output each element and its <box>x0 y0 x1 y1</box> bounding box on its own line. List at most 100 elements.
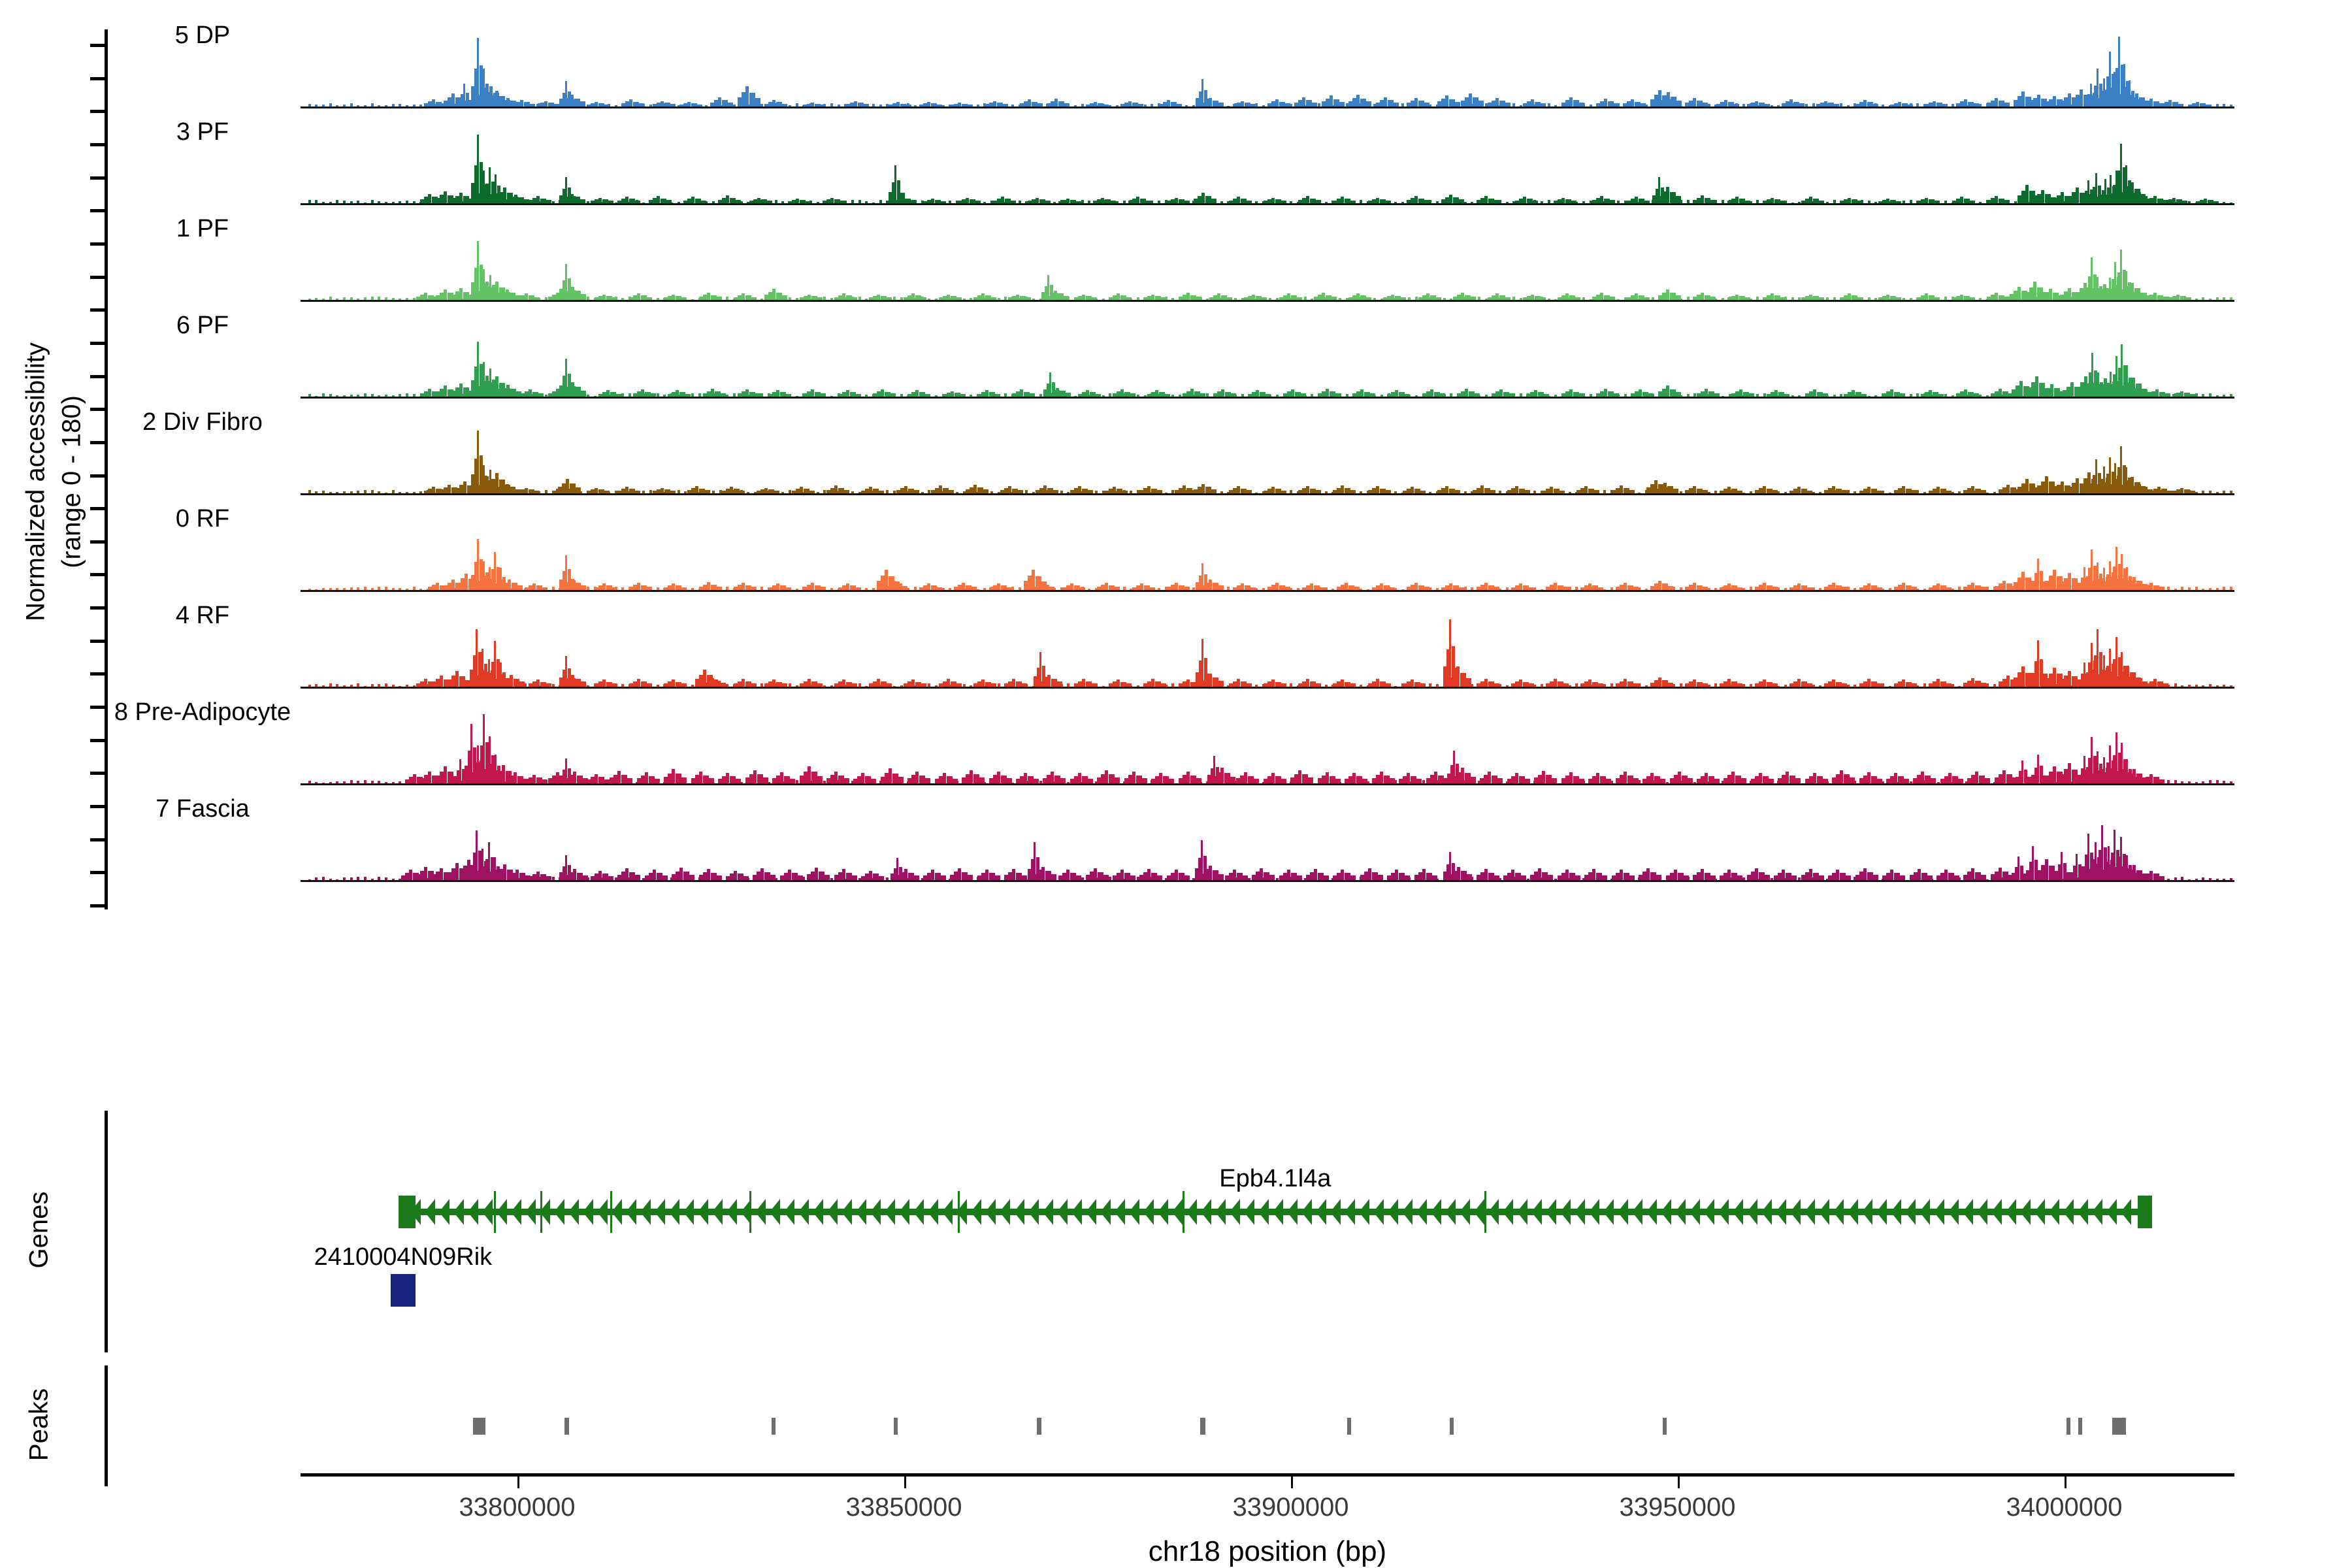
signal-bar <box>1561 587 1569 590</box>
signal-bar <box>1085 390 1089 397</box>
y-axis-tick <box>90 76 106 80</box>
signal-bar <box>1665 289 1669 300</box>
signal-bar <box>357 298 360 300</box>
signal-bar <box>1136 489 1139 493</box>
signal-bar <box>889 393 896 397</box>
signal-bar <box>1262 683 1265 687</box>
signal-bar <box>1990 100 1995 106</box>
signal-bar <box>834 485 838 493</box>
signal-bar <box>1407 489 1412 493</box>
signal-bar <box>629 393 632 397</box>
signal-bar <box>2052 487 2059 493</box>
signal-bar <box>1820 393 1828 397</box>
signal-bar <box>1944 200 1947 203</box>
signal-bar <box>1971 393 1979 397</box>
signal-bar <box>830 588 834 590</box>
signal-bar <box>610 777 616 783</box>
signal-bar <box>819 105 826 106</box>
signal-bar <box>1701 293 1705 300</box>
signal-bar <box>563 390 570 397</box>
signal-bar <box>329 201 332 203</box>
signal-bar <box>1190 681 1196 687</box>
signal-bar <box>1812 685 1815 687</box>
signal-bar <box>962 583 966 590</box>
signal-bar <box>1275 199 1281 203</box>
signal-bar <box>904 297 910 300</box>
signal-bar <box>1705 295 1711 300</box>
signal-bar <box>679 104 685 106</box>
signal-bar <box>710 584 717 590</box>
signal-bar <box>563 293 570 300</box>
signal-bar <box>505 289 509 300</box>
signal-bar <box>2127 383 2132 397</box>
signal-bar <box>456 770 460 783</box>
signal-bar <box>928 683 931 687</box>
signal-bar <box>710 679 718 687</box>
signal-bar <box>1236 679 1240 687</box>
signal-bar <box>1008 486 1012 493</box>
signal-bar <box>1171 395 1175 397</box>
signal-bar <box>474 762 478 783</box>
signal-bar <box>772 585 777 590</box>
signal-bar <box>1201 585 1207 590</box>
signal-bar <box>1271 679 1275 687</box>
y-axis-tick <box>90 308 106 312</box>
signal-bar <box>1324 684 1328 687</box>
signal-bar <box>741 293 745 300</box>
signal-bar <box>1495 391 1501 397</box>
signal-bar <box>559 289 564 300</box>
signal-bar <box>1306 777 1314 783</box>
signal-bar <box>1449 583 1453 590</box>
signal-bar <box>1929 199 1935 203</box>
signal-bar <box>1863 681 1868 687</box>
signal-bar <box>1874 683 1882 687</box>
signal-bar <box>587 201 590 203</box>
signal-bar <box>1958 586 1961 590</box>
signal-bar <box>1588 488 1595 493</box>
signal-bar <box>1196 672 1201 687</box>
signal-bar <box>1903 200 1906 203</box>
signal-bar <box>1186 679 1190 687</box>
signal-bar <box>954 587 960 590</box>
signal-bar <box>907 488 914 493</box>
signal-bar <box>1550 681 1555 687</box>
signal-bar <box>1704 389 1708 397</box>
signal-bar <box>2202 685 2205 687</box>
signal-bar <box>706 293 710 300</box>
signal-bar <box>1314 585 1320 590</box>
signal-bar <box>886 490 889 493</box>
signal-bar <box>1077 486 1081 493</box>
signal-bar <box>908 200 916 203</box>
signal-bar <box>1204 658 1208 687</box>
signal-bar <box>1828 681 1833 687</box>
signal-bar <box>1933 489 1938 493</box>
signal-bar <box>1909 297 1912 300</box>
signal-bar <box>1786 101 1791 106</box>
signal-bar <box>2141 587 2148 590</box>
signal-bar <box>1081 679 1085 687</box>
signal-bar <box>1298 393 1306 397</box>
signal-bar <box>488 673 493 687</box>
signal-bar <box>1994 97 1998 106</box>
signal-bar <box>1383 683 1391 687</box>
signal-bar <box>476 135 479 203</box>
signal-bar <box>1429 587 1432 590</box>
signal-bar <box>1078 587 1086 590</box>
signal-bar <box>1217 585 1224 590</box>
signal-bar <box>1693 199 1699 203</box>
signal-bar <box>440 293 445 300</box>
signal-bar <box>734 199 742 203</box>
signal-bar <box>1410 585 1415 590</box>
signal-bar <box>718 393 726 397</box>
signal-bar <box>722 490 728 493</box>
signal-bar <box>1624 393 1627 397</box>
signal-bar <box>1019 103 1026 106</box>
signal-bar <box>489 368 491 397</box>
signal-bar <box>1635 101 1641 106</box>
signal-bar <box>676 774 682 783</box>
signal-bar <box>2010 679 2016 687</box>
signal-bar <box>564 81 567 106</box>
signal-bar <box>343 297 346 300</box>
signal-bar <box>1777 685 1780 687</box>
signal-bar <box>579 585 587 590</box>
